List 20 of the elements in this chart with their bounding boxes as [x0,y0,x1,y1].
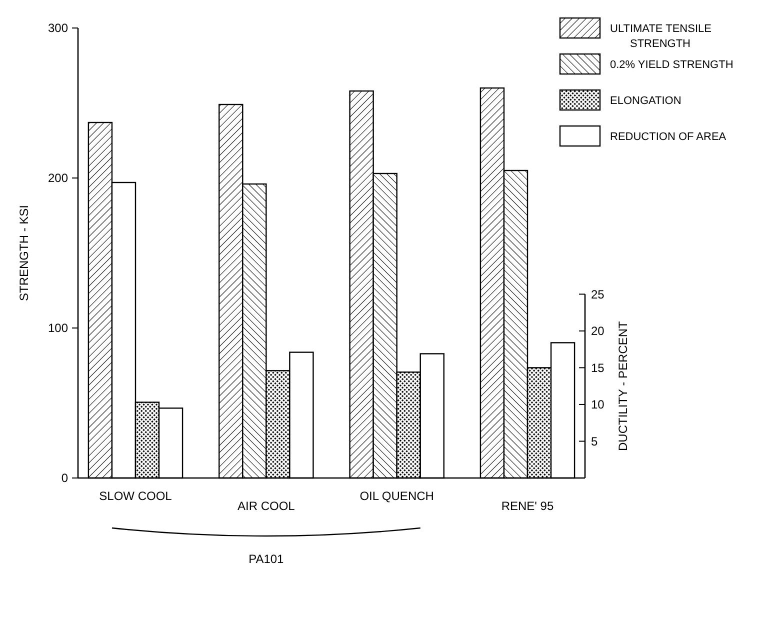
x-tick-label: SLOW COOL [99,489,172,503]
y-tick-label: 0 [61,471,68,486]
legend-label: ELONGATION [610,95,682,107]
y2-tick-label: 20 [591,324,605,338]
y-tick-label: 300 [48,21,68,36]
y-tick-label: 200 [48,171,68,186]
y2-tick-label: 15 [591,360,605,375]
legend-label: REDUCTION OF AREA [610,131,727,143]
y-axis-title: STRENGTH - KSI [17,204,31,302]
text: PA101 [248,552,284,566]
y2-tick-label: 25 [591,287,605,302]
y2-axis-title: DUCTILITY - PERCENT [616,320,630,451]
x-tick-label: OIL QUENCH [360,489,434,503]
x-tick-label: AIR COOL [237,499,296,513]
y2-tick-label: 10 [591,398,605,412]
y-tick-label: 100 [48,321,68,336]
x-tick-label: RENE' 95 [501,499,554,513]
y2-tick-label: 5 [591,434,598,448]
legend-label: 0.2% YIELD STRENGTH [610,59,734,71]
legend-label: ULTIMATE TENSILE STRENGTH [610,23,712,50]
